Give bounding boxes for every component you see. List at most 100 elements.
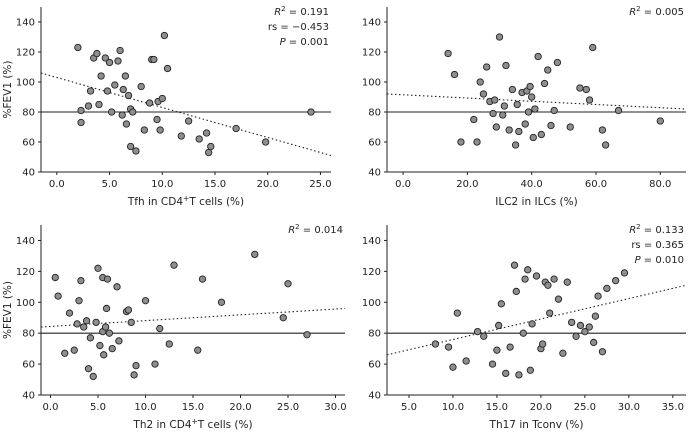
- p1-data-point: [93, 49, 101, 58]
- p4-data-point: [611, 276, 620, 285]
- p4-data-point: [473, 327, 482, 336]
- p1-y-tick-label: 100: [16, 78, 35, 89]
- p4-data-point: [519, 329, 527, 337]
- p3-data-point: [124, 306, 133, 314]
- p3-data-point: [77, 276, 85, 285]
- p3-data-point: [82, 317, 91, 325]
- p1-data-point: [150, 55, 158, 64]
- p2-y-tick-label: 140: [362, 18, 381, 29]
- p2-data-point: [491, 96, 499, 104]
- p2-data-point: [566, 123, 574, 131]
- p2-data-point: [511, 141, 520, 149]
- p1-y-tick-label: 60: [22, 138, 35, 149]
- p1-data-point: [129, 108, 137, 116]
- p4-data-point: [453, 309, 462, 317]
- p1-data-point: [122, 120, 131, 128]
- p1-data-point: [261, 138, 270, 146]
- p3-data-point: [75, 297, 83, 305]
- p1-stat-annotation: P = 0.001: [280, 37, 329, 48]
- p4-x-tick-label: 30.0: [618, 402, 640, 413]
- p1-data-point: [177, 132, 185, 140]
- p4-data-point: [444, 343, 453, 351]
- p4-data-point: [546, 309, 554, 317]
- p2-x-tick-label: 80.0: [649, 179, 671, 190]
- p4-x-tick-label: 35.0: [662, 402, 684, 413]
- p4-x-axis-label: Th17 in Tconv (%): [489, 419, 584, 431]
- p2-data-point: [526, 82, 534, 91]
- p4-data-point: [572, 332, 580, 340]
- p4-data-point: [449, 363, 457, 371]
- p4-data-point: [462, 357, 470, 365]
- p2-data-point: [500, 102, 508, 110]
- p2-data-point: [656, 117, 664, 125]
- p1-data-point: [108, 108, 116, 116]
- p3-data-point: [194, 346, 202, 354]
- p3-stat-annotation: R2 = 0.014: [288, 223, 343, 236]
- p4-y-tick-label: 80: [368, 329, 381, 340]
- p1-y-tick-label: 120: [16, 48, 35, 59]
- p4-x-tick-label: 20.0: [530, 402, 552, 413]
- p2-data-point: [499, 111, 507, 119]
- p3-x-tick-label: 10.0: [134, 402, 156, 413]
- p2-data-point: [582, 85, 590, 94]
- p1-data-point: [111, 81, 119, 89]
- p1-data-point: [86, 87, 95, 95]
- p2-data-point: [515, 127, 523, 136]
- p4-y-tick-label: 140: [362, 236, 381, 247]
- p3-data-point: [101, 323, 110, 331]
- p3-data-point: [89, 372, 97, 381]
- p3-data-point: [103, 275, 112, 283]
- p3-data-point: [217, 298, 226, 306]
- p3-data-point: [65, 309, 74, 317]
- p4-data-point: [532, 272, 541, 280]
- p3-data-point: [54, 292, 62, 300]
- p4-data-point: [585, 323, 593, 331]
- p4-data-point: [563, 278, 571, 286]
- p1-y-tick-label: 140: [16, 18, 35, 29]
- p3-data-point: [170, 261, 178, 269]
- p3-data-point: [51, 273, 59, 282]
- p3-x-tick-label: 0.0: [43, 402, 59, 413]
- p3-data-point: [284, 280, 292, 288]
- p2-data-point: [521, 120, 529, 128]
- p3-data-point: [94, 264, 102, 272]
- p1-x-tick-label: 25.0: [309, 179, 331, 190]
- p1-data-point: [116, 46, 124, 55]
- p3-data-point: [279, 314, 287, 322]
- p3-data-point: [84, 365, 93, 373]
- p3-data-point: [156, 324, 164, 333]
- p2-data-point: [505, 126, 513, 134]
- p3-data-point: [198, 275, 207, 283]
- p4-data-point: [480, 332, 488, 340]
- p1-data-point: [307, 108, 315, 116]
- p3-y-tick-label: 40: [22, 391, 35, 402]
- p1-data-point: [77, 118, 85, 127]
- p2-y-tick-label: 80: [368, 108, 381, 119]
- p4-data-point: [521, 275, 529, 283]
- p1-data-point: [121, 72, 130, 80]
- p1-data-point: [153, 115, 161, 124]
- p4-x-tick-label: 5.0: [401, 402, 417, 413]
- p2-data-point: [553, 58, 562, 67]
- p4-stat-annotation: R2 = 0.133: [629, 223, 684, 236]
- p3-y-tick-label: 80: [22, 329, 35, 340]
- p4-data-point: [598, 348, 607, 356]
- p3-data-point: [80, 323, 88, 331]
- p1-x-tick-label: 10.0: [151, 179, 173, 190]
- p1-data-point: [119, 85, 127, 94]
- p4-trend-line: [386, 284, 687, 356]
- p2-data-point: [589, 43, 597, 52]
- p2-y-tick-label: 120: [362, 48, 381, 59]
- p2-data-point: [470, 115, 478, 124]
- p4-data-point: [506, 343, 514, 351]
- p4-data-point: [550, 275, 558, 283]
- p4-data-point: [603, 284, 611, 293]
- p2-x-tick-label: 40.0: [521, 179, 543, 190]
- p2-data-point: [534, 52, 542, 61]
- p2-data-point: [450, 70, 459, 79]
- p2-data-point: [547, 121, 555, 130]
- p4-x-tick-label: 25.0: [574, 402, 596, 413]
- p3-x-tick-label: 25.0: [277, 402, 299, 413]
- p3-data-point: [102, 304, 111, 313]
- p3-data-point: [141, 297, 150, 305]
